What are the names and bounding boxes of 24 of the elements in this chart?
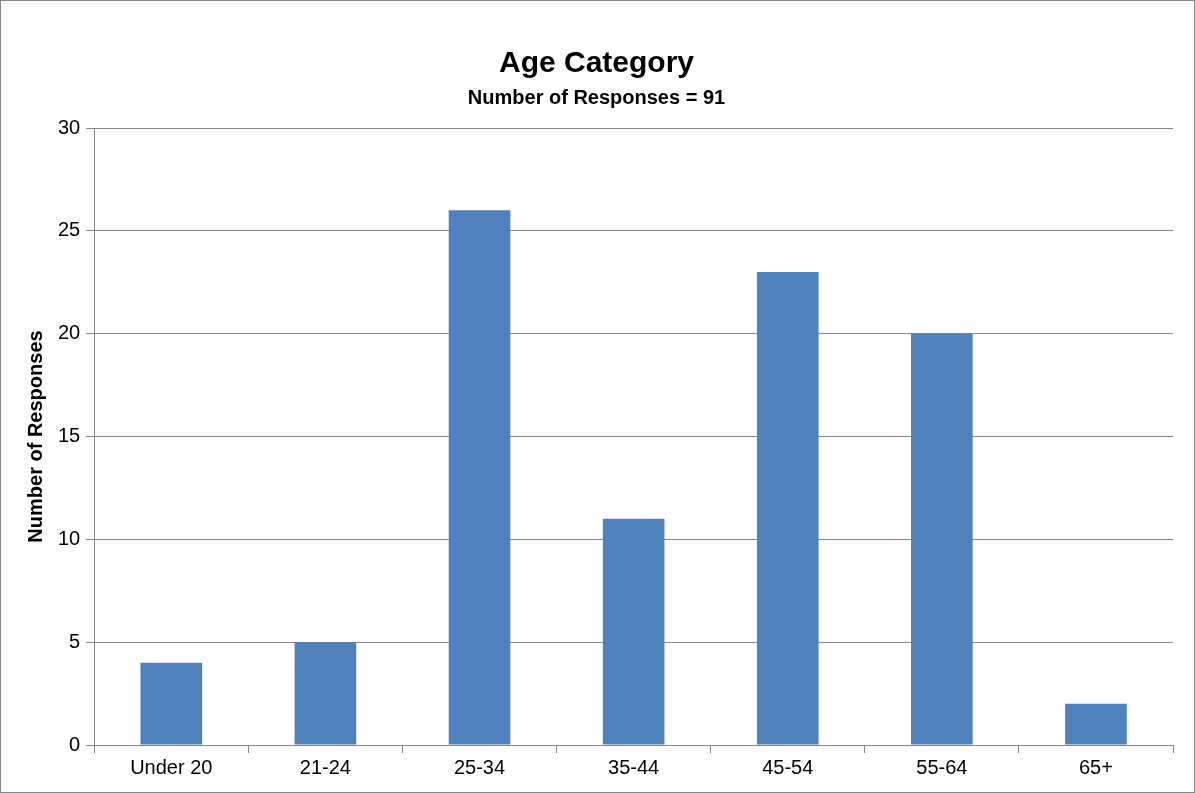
y-tick-label: 20 (58, 321, 81, 344)
bar (140, 662, 203, 745)
bar (756, 271, 819, 745)
y-tick-label: 0 (69, 732, 81, 755)
y-tick-label: 25 (58, 218, 81, 241)
bar (1065, 703, 1127, 745)
y-tick-label: 10 (58, 526, 81, 549)
x-tick-label: 35-44 (608, 755, 660, 778)
chart-title: Age Category (498, 45, 695, 79)
x-tick-label: 55-64 (916, 755, 968, 778)
bar (448, 210, 511, 745)
x-tick-label: 45-54 (762, 755, 814, 778)
bar (294, 642, 357, 745)
x-tick-label: Under 20 (130, 755, 213, 778)
bar (602, 518, 665, 745)
y-tick-label: 30 (58, 115, 81, 138)
x-tick-label: 21-24 (299, 755, 351, 778)
y-axis-title: Number of Responses (23, 330, 46, 543)
chart-subtitle: Number of Responses = 91 (467, 85, 726, 108)
y-tick-label: 15 (58, 424, 81, 447)
y-tick-label: 5 (69, 629, 81, 652)
x-tick-label: 65+ (1078, 755, 1113, 778)
x-tick-label: 25-34 (453, 755, 506, 778)
bar (911, 333, 973, 745)
